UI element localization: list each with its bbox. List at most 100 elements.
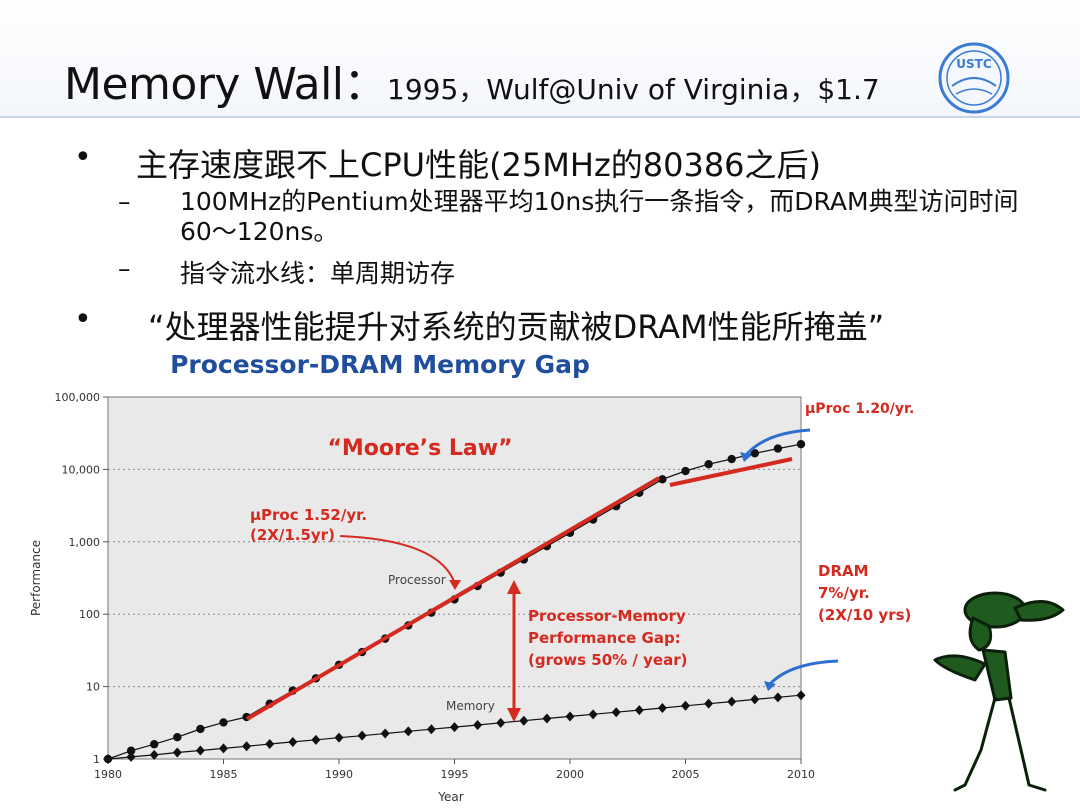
y-tick-label: 1: [93, 753, 100, 766]
memory-data-point: [450, 722, 459, 733]
ustc-logo: USTC: [938, 42, 1010, 114]
processor-data-point: [750, 449, 759, 458]
processor-data-point: [796, 439, 806, 449]
uproc-120-arrow-head: [740, 452, 752, 462]
memory-data-point: [126, 751, 136, 762]
processor-data-point: [126, 746, 136, 755]
y-tick-label: 10: [86, 681, 100, 694]
x-tick-labels: 1980 1985 1990 1995 2000 2005 2010: [94, 768, 815, 781]
memory-series-label: Memory: [446, 699, 495, 713]
y-tick-label: 100: [79, 608, 100, 621]
x-axis-label: Year: [437, 790, 463, 804]
slide-title-sub: 1995，Wulf@Univ of Virginia，$1.7: [387, 73, 880, 106]
figure-right-leg: [1007, 696, 1047, 792]
dram-arrow-head: [764, 681, 776, 691]
memory-data-point: [288, 736, 298, 747]
chart-title: Processor-DRAM Memory Gap: [170, 350, 590, 379]
moores-law-label: “Moore’s Law”: [327, 436, 512, 461]
gap-label-3: (grows 50% / year): [528, 651, 687, 669]
memory-data-point: [380, 728, 390, 739]
uproc-120-arrow: [744, 428, 811, 457]
memory-data-point: [750, 694, 760, 705]
memory-data-point: [727, 696, 737, 707]
bullet-marker-2: –: [118, 187, 131, 216]
figure-hip-arm: [933, 654, 987, 682]
logo-text: USTC: [956, 57, 992, 71]
memory-data-point: [311, 734, 321, 745]
processor-data-point: [150, 740, 159, 749]
memory-data-point: [588, 709, 598, 720]
slide-title: Memory Wall：1995，Wulf@Univ of Virginia，$…: [64, 48, 880, 112]
gap-label-2: Performance Gap:: [528, 629, 681, 647]
thinking-figure-illustration: [933, 591, 1065, 792]
processor-data-point: [727, 454, 736, 464]
processor-data-point: [681, 466, 690, 476]
title-band: [0, 0, 1080, 118]
memory-data-point: [265, 739, 275, 750]
memory-data-point: [542, 713, 552, 724]
x-tick-label: 1985: [210, 768, 238, 781]
memory-data-point: [496, 717, 506, 728]
y-tick-labels: 1 10 100 1,000 10,000 100,000: [55, 391, 101, 766]
x-tick-label: 2005: [672, 768, 700, 781]
figure-face: [968, 616, 993, 652]
dram-doubling-label: (2X/10 yrs): [818, 606, 911, 624]
memory-data-point: [403, 726, 413, 737]
memory-data-point: [657, 702, 667, 713]
proc-trend-line-2: [669, 457, 793, 487]
memory-data-point: [334, 732, 344, 743]
y-axis-label: Performance: [29, 540, 43, 616]
figure-left-leg: [953, 696, 997, 792]
processor-data-point: [658, 475, 667, 484]
x-tick-label: 2000: [556, 768, 584, 781]
memory-data-point: [773, 692, 783, 703]
bullet-2: 100MHz的Pentium处理器平均10ns执行一条指令，而DRAM典型访问时…: [180, 187, 1019, 246]
y-tick-label: 10,000: [62, 463, 101, 476]
memory-data-point: [426, 724, 436, 735]
uproc-152-sub-label: (2X/1.5yr): [250, 526, 335, 544]
bullet-marker-4: •: [74, 302, 92, 337]
processor-data-point: [704, 459, 713, 469]
gap-arrow-head-top: [507, 580, 521, 594]
memory-data-point: [103, 754, 113, 764]
proc-rate-arrow: [339, 535, 456, 585]
memory-data-point: [172, 747, 182, 758]
uproc-152-label: µProc 1.52/yr.: [250, 506, 367, 524]
memory-data-point: [634, 705, 644, 716]
memory-gap-chart: Processor-DRAM Memory Gap 1 10 100 1,000 10,…: [29, 350, 914, 804]
processor-series-label: Processor: [388, 573, 446, 587]
processor-data-point: [196, 724, 205, 734]
y-tick-label: 100,000: [55, 391, 101, 404]
title-divider: [0, 116, 1080, 118]
memory-data-point: [357, 730, 367, 741]
bullet-marker-3: –: [118, 254, 131, 283]
x-tick-label: 1990: [325, 768, 353, 781]
bullet-1: 主存速度跟不上CPU性能(25MHz的80386之后): [136, 146, 822, 184]
processor-data-point: [219, 718, 228, 727]
memory-data-point: [519, 715, 529, 726]
memory-data-point: [681, 700, 690, 711]
memory-data-point: [473, 719, 483, 730]
memory-data-point: [195, 745, 205, 756]
memory-data-point: [242, 741, 252, 752]
memory-data-point: [704, 698, 714, 709]
memory-data-point: [219, 743, 228, 754]
processor-data-point: [173, 733, 182, 742]
x-tick-label: 2010: [787, 768, 815, 781]
figure-raised-arm: [1013, 600, 1065, 622]
gap-arrow-head-bottom: [507, 708, 521, 722]
figure-torso: [981, 648, 1013, 702]
y-tick-label: 1,000: [69, 536, 101, 549]
gap-label-1: Processor-Memory: [528, 607, 686, 625]
bullet-3: 指令流水线：单周期访存: [180, 259, 456, 288]
bullet-4: “处理器性能提升对系统的贡献被DRAM性能所掩盖”: [148, 308, 885, 346]
uproc-120-label: µProc 1.20/yr.: [805, 401, 914, 417]
x-tick-label: 1995: [441, 768, 469, 781]
grid-lines: [103, 396, 802, 764]
memory-data-point: [565, 711, 575, 722]
dram-rate-label: 7%/yr.: [818, 584, 870, 602]
dram-arrow: [768, 659, 839, 686]
x-tick-label: 1980: [94, 768, 122, 781]
memory-data-point: [796, 690, 806, 701]
dram-label: DRAM: [818, 562, 869, 580]
